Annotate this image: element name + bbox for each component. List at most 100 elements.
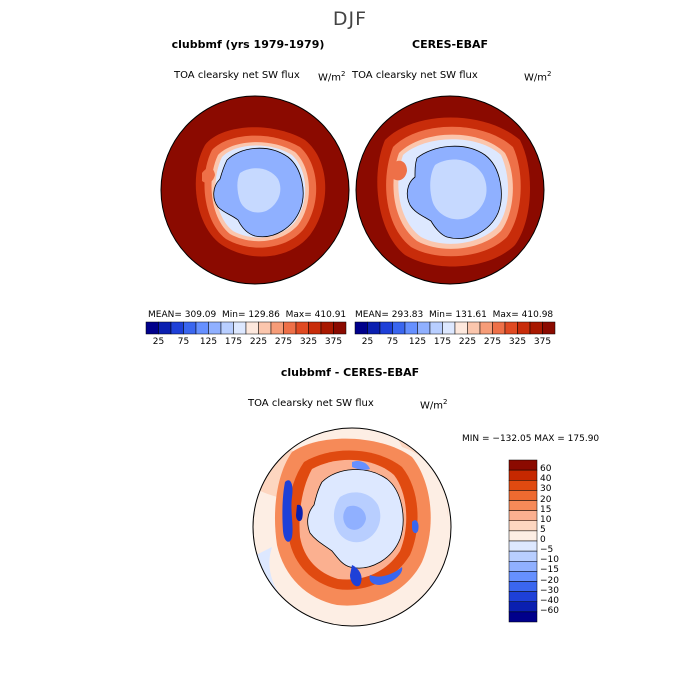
panel-title-model: clubbmf (yrs 1979-1979) xyxy=(171,38,325,51)
colorbar-model xyxy=(145,321,347,335)
diff-colorbar-tick-label: 60 xyxy=(540,464,552,475)
colorbar-tick-label: 225 xyxy=(249,337,268,347)
colorbar-tick-label: 375 xyxy=(324,337,343,347)
panel-variable-model: TOA clearsky net SW flux xyxy=(174,70,300,81)
colorbar-obs xyxy=(354,321,556,335)
diff-colorbar-tick-label: −60 xyxy=(540,605,559,616)
colorbar-labels-obs: 25 75 125 175 225 275 325 375 xyxy=(355,337,555,349)
colorbar-tick-label: 325 xyxy=(299,337,318,347)
colorbar-swatch xyxy=(492,321,506,335)
diff-minmax: MIN = −132.05 MAX = 175.90 xyxy=(462,434,600,444)
diff-title: clubbmf - CERES-EBAF xyxy=(280,366,420,379)
diff-variable: TOA clearsky net SW flux xyxy=(248,398,374,409)
diff-colorbar-tick-label: 30 xyxy=(540,484,552,495)
colorbar-swatch xyxy=(429,321,443,335)
diff-colorbar-tick-label: 20 xyxy=(540,494,552,505)
diff-colorbar-tick-label: −40 xyxy=(540,595,559,606)
diff-colorbar-tick-label: −20 xyxy=(540,575,559,586)
diff-colorbar-tick-label: 40 xyxy=(540,474,552,485)
colorbar-swatch xyxy=(308,321,322,335)
colorbar-swatch xyxy=(354,321,368,335)
colorbar-swatch xyxy=(145,321,159,335)
diff-colorbar-tick-label: −10 xyxy=(540,555,559,566)
diff-colorbar-tick-label: −15 xyxy=(540,565,559,576)
colorbar-swatch xyxy=(220,321,234,335)
colorbar-tick-label: 25 xyxy=(152,337,165,347)
colorbar-swatch xyxy=(517,321,531,335)
colorbar-swatch xyxy=(208,321,222,335)
colorbar-tick-label: 125 xyxy=(408,337,427,347)
diff-colorbar-tick-label: −30 xyxy=(540,585,559,596)
diff-colorbar-swatch xyxy=(508,490,538,501)
colorbar-tick-label: 275 xyxy=(483,337,502,347)
diff-colorbar-swatch xyxy=(508,611,538,623)
map-diff xyxy=(252,427,452,627)
panel-variable-obs: TOA clearsky net SW flux xyxy=(352,70,478,81)
colorbar-swatch xyxy=(529,321,543,335)
colorbar-labels-model: 25 75 125 175 225 275 325 375 xyxy=(146,337,346,349)
panel-units-obs: W/m2 xyxy=(524,70,552,84)
diff-colorbar-swatch xyxy=(508,591,538,602)
colorbar-tick-label: 25 xyxy=(361,337,374,347)
colorbar-tick-label: 75 xyxy=(177,337,190,347)
colorbar-swatch xyxy=(320,321,334,335)
stats-obs: MEAN= 293.83 Min= 131.61 Max= 410.98 xyxy=(355,310,554,320)
diff-colorbar-swatch xyxy=(508,530,538,542)
stats-model: MEAN= 309.09 Min= 129.86 Max= 410.91 xyxy=(148,310,347,320)
panel-units-model: W/m2 xyxy=(318,70,346,84)
diff-colorbar-swatch xyxy=(508,459,538,471)
diff-colorbar-swatch xyxy=(508,510,538,521)
colorbar-swatch xyxy=(245,321,259,335)
colorbar-swatch xyxy=(270,321,284,335)
colorbar-labels-diff: 60 40 30 20 15 10 5 0 −5 −10 −15 −20 −30 −40 −60 xyxy=(540,460,580,622)
colorbar-swatch xyxy=(333,321,347,335)
diff-colorbar-swatch xyxy=(508,581,538,592)
diff-colorbar-tick-label: 5 xyxy=(540,524,546,535)
colorbar-swatch xyxy=(195,321,209,335)
colorbar-swatch xyxy=(542,321,556,335)
diff-colorbar-tick-label: 15 xyxy=(540,504,552,515)
colorbar-tick-label: 225 xyxy=(458,337,477,347)
diff-colorbar-swatch xyxy=(508,571,538,582)
colorbar-swatch xyxy=(442,321,456,335)
diff-colorbar-swatch xyxy=(508,601,538,613)
diff-colorbar-swatch xyxy=(508,500,538,511)
colorbar-tick-label: 325 xyxy=(508,337,527,347)
colorbar-swatch xyxy=(417,321,431,335)
colorbar-swatch xyxy=(233,321,247,335)
colorbar-tick-label: 375 xyxy=(533,337,552,347)
colorbar-swatch xyxy=(258,321,272,335)
diff-colorbar-swatch xyxy=(508,540,538,552)
map-obs xyxy=(355,95,545,285)
colorbar-swatch xyxy=(158,321,172,335)
diff-colorbar-swatch xyxy=(508,550,538,562)
diff-colorbar-swatch xyxy=(508,520,538,532)
colorbar-swatch xyxy=(379,321,393,335)
map-model xyxy=(160,95,350,285)
panel-title-obs: CERES-EBAF xyxy=(412,38,488,51)
colorbar-swatch xyxy=(392,321,406,335)
colorbar-swatch xyxy=(467,321,481,335)
diff-colorbar-tick-label: 10 xyxy=(540,514,552,525)
colorbar-swatch xyxy=(295,321,309,335)
colorbar-swatch xyxy=(479,321,493,335)
diff-units: W/m2 xyxy=(420,398,448,412)
colorbar-swatch xyxy=(404,321,418,335)
season-title: DJF xyxy=(332,8,368,30)
colorbar-tick-label: 275 xyxy=(274,337,293,347)
diff-colorbar-swatch xyxy=(508,561,538,572)
diff-colorbar-tick-label: 0 xyxy=(540,535,546,545)
colorbar-tick-label: 75 xyxy=(386,337,399,347)
colorbar-swatch xyxy=(170,321,184,335)
colorbar-tick-label: 175 xyxy=(433,337,452,347)
colorbar-swatch xyxy=(183,321,197,335)
diff-colorbar-tick-label: −5 xyxy=(540,545,554,556)
colorbar-swatch xyxy=(367,321,381,335)
colorbar-tick-label: 175 xyxy=(224,337,243,347)
colorbar-swatch xyxy=(454,321,468,335)
colorbar-swatch xyxy=(504,321,518,335)
colorbar-swatch xyxy=(283,321,297,335)
colorbar-tick-label: 125 xyxy=(199,337,218,347)
diff-colorbar-swatch xyxy=(508,469,538,481)
diff-colorbar-swatch xyxy=(508,480,538,491)
